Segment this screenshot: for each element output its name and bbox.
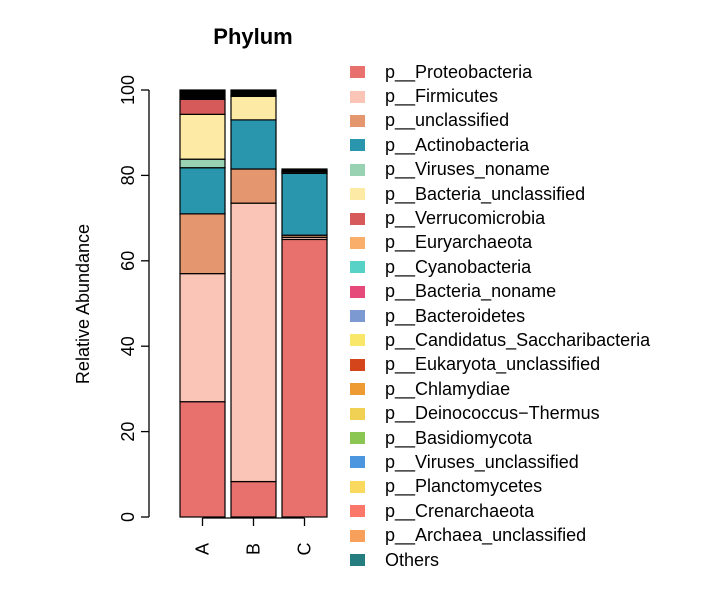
legend-item: p__Deinococcus−Thermus [350, 401, 650, 425]
legend-item: p__Actinobacteria [350, 133, 650, 157]
legend-item: p__Eukaryota_unclassified [350, 353, 650, 377]
bar-segment-A-4 [179, 158, 226, 169]
legend-item: p__Proteobacteria [350, 60, 650, 84]
bar-segment-A-0 [179, 401, 226, 518]
legend-item: p__Chlamydiae [350, 377, 650, 401]
legend-item: p__unclassified [350, 109, 650, 133]
bars [179, 89, 328, 518]
legend-swatch [350, 529, 365, 542]
legend-swatch [350, 407, 365, 420]
legend-label: p__Proteobacteria [385, 61, 533, 82]
legend-item: p__Crenarchaeota [350, 499, 650, 523]
bar-segment-A-1 [179, 273, 226, 403]
y-tick-label: 100 [118, 75, 138, 105]
legend-item: p__Bacteroidetes [350, 304, 650, 328]
legend-item: p__Viruses_unclassified [350, 450, 650, 474]
bar-segment-A-3 [179, 167, 226, 215]
legend-swatch [350, 383, 365, 396]
legend-swatch [350, 554, 365, 566]
legend-item: p__Verrucomicrobia [350, 206, 650, 230]
legend: p__Proteobacteria p__Firmicutes p__unclass… [350, 60, 650, 572]
legend-label: p__unclassified [385, 110, 510, 131]
bar-segment-C-0 [281, 238, 328, 518]
bar-segment-A-21 [179, 89, 226, 100]
legend-item: p__Bacteria_unclassified [350, 182, 650, 206]
legend-swatch [350, 163, 365, 176]
legend-label: p__Viruses_unclassified [385, 451, 579, 472]
chart-title: Phylum [213, 24, 292, 49]
y-tick-label: 0 [118, 512, 138, 522]
y-tick-label: 60 [118, 251, 138, 271]
legend-swatch [350, 358, 365, 371]
legend-item: p__Archaea_unclassified [350, 523, 650, 547]
bar-segment-B-3 [230, 119, 277, 170]
x-tick-label: C [295, 543, 315, 556]
legend-item: p__Bacteria_noname [350, 280, 650, 304]
x-tick-label: A [193, 543, 213, 555]
legend-swatch [350, 114, 365, 127]
legend-item: p__Viruses_noname [350, 158, 650, 182]
legend-label: p__Chlamydiae [385, 378, 511, 399]
bar-group-B [230, 89, 277, 518]
legend-label: p__Cyanobacteria [385, 256, 532, 277]
y-tick-label: 80 [118, 165, 138, 185]
legend-label: p__Euryarchaeota [385, 232, 533, 253]
legend-swatch [350, 90, 365, 103]
legend-swatch [350, 456, 365, 469]
legend-swatch [350, 334, 365, 347]
legend-swatch [350, 236, 365, 249]
x-axis: A B C [193, 517, 315, 556]
legend-item: p__Euryarchaeota [350, 231, 650, 255]
bar-segment-A-2 [179, 213, 226, 275]
legend-label: p__Actinobacteria [385, 134, 530, 155]
legend-label: p__Candidatus_Saccharibacteria [385, 329, 651, 350]
legend-label: p__Crenarchaeota [385, 500, 535, 521]
legend-item: p__Cyanobacteria [350, 255, 650, 279]
legend-label: p__Viruses_noname [385, 159, 550, 180]
legend-swatch [350, 505, 365, 518]
legend-item: p__Planctomycetes [350, 475, 650, 499]
bar-segment-B-1 [230, 202, 277, 483]
bar-segment-A-6 [179, 98, 226, 115]
legend-swatch [350, 310, 365, 323]
bar-segment-A-5 [179, 113, 226, 160]
legend-label: Others [385, 549, 440, 570]
bar-segment-B-5 [230, 95, 277, 121]
bar-group-C [281, 168, 328, 518]
legend-item: Others [350, 548, 650, 572]
legend-label: p__Basidiomycota [385, 427, 533, 448]
legend-item: p__Basidiomycota [350, 426, 650, 450]
bar-segment-B-0 [230, 480, 277, 518]
y-axis-label: Relative Abundance [73, 224, 93, 384]
legend-swatch [350, 66, 365, 79]
legend-label: p__Firmicutes [385, 86, 499, 107]
legend-swatch [350, 285, 365, 298]
legend-swatch [350, 212, 365, 225]
legend-label: p__Bacteroidetes [385, 305, 526, 326]
bar-segment-B-21 [230, 89, 277, 97]
legend-label: p__Verrucomicrobia [385, 208, 546, 229]
bar-segment-C-21 [281, 168, 328, 172]
bar-segment-C-3 [281, 172, 328, 236]
legend-label: p__Eukaryota_unclassified [385, 354, 601, 375]
legend-label: p__Bacteria_unclassified [385, 183, 586, 204]
legend-item: p__Candidatus_Saccharibacteria [350, 328, 650, 352]
legend-swatch [350, 480, 365, 493]
legend-label: p__Deinococcus−Thermus [385, 403, 600, 424]
legend-swatch [350, 261, 365, 274]
legend-swatch [350, 139, 365, 152]
legend-swatch [350, 188, 365, 201]
x-tick-label: B [244, 543, 264, 555]
legend-label: p__Planctomycetes [385, 476, 543, 497]
y-axis: 0 20 40 60 80 100 [118, 75, 150, 522]
legend-label: p__Archaea_unclassified [385, 525, 587, 546]
y-tick-label: 40 [118, 336, 138, 356]
legend-label: p__Bacteria_noname [385, 281, 557, 302]
legend-item: p__Firmicutes [350, 84, 650, 108]
y-tick-label: 20 [118, 422, 138, 442]
bar-group-A [179, 89, 226, 518]
legend-swatch [350, 432, 365, 445]
bar-segment-B-2 [230, 168, 277, 204]
